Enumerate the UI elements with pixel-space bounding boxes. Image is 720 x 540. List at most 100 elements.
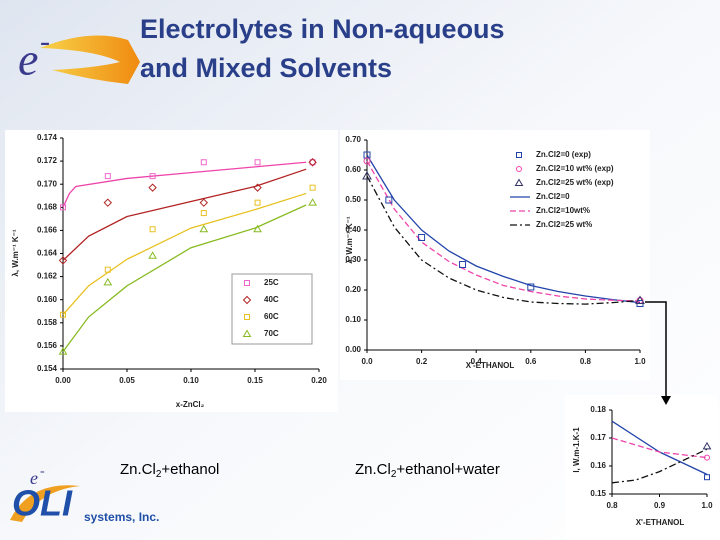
x-tick-label: 0.20: [311, 376, 327, 385]
y-tick-label: 0.166: [37, 226, 58, 235]
caption-part: Zn.Cl: [355, 461, 391, 478]
marker: [308, 158, 317, 167]
x-tick-label: 0.4: [471, 357, 483, 366]
legend-marker: [516, 152, 522, 158]
marker: [527, 283, 535, 291]
y-tick-label: 0.30: [345, 255, 361, 264]
x-axis-label: x-ZnCl₂: [176, 400, 205, 409]
legend-label: 25C: [264, 278, 279, 287]
x-tick-label: 0.00: [55, 376, 71, 385]
y-tick-label: 0.10: [345, 315, 361, 324]
marker: [58, 256, 68, 265]
legend-marker: [242, 329, 252, 337]
marker: [200, 210, 207, 217]
y-tick-label: 0.60: [345, 165, 361, 174]
y-tick-label: 0.174: [37, 133, 58, 142]
marker: [58, 347, 68, 355]
legend-label: Zn.Cl2=0: [536, 192, 570, 201]
marker: [149, 173, 156, 180]
x-tick-label: 0.0: [361, 357, 373, 366]
top-logo: e -: [18, 25, 140, 85]
marker: [60, 311, 66, 318]
x-tick-label: 0.6: [525, 357, 537, 366]
caption-sub: 2: [156, 469, 162, 480]
legend-marker: [516, 166, 522, 172]
model-curve: [611, 448, 708, 484]
logo-swoosh: [10, 485, 80, 522]
logo-mark: e: [18, 34, 38, 85]
x-axis-label: X'-ETHANOL: [466, 361, 515, 370]
legend-marker: [244, 280, 250, 286]
marker: [704, 454, 710, 461]
legend-label: Zn.Cl2=10 wt% (exp): [536, 164, 614, 173]
y-tick-label: 0.172: [37, 156, 58, 165]
y-axis-label: λ, W.m⁻¹ K⁻¹: [345, 216, 354, 263]
y-tick-label: 0.50: [345, 195, 361, 204]
marker: [149, 226, 156, 233]
marker: [103, 198, 113, 207]
marker: [418, 234, 426, 241]
x-tick-label: 0.9: [654, 501, 666, 510]
caption-part: Zn.Cl: [120, 461, 156, 478]
caption-sub: 2: [391, 469, 397, 480]
legend-label: Zn.Cl2=25 wt% (exp): [536, 178, 614, 187]
model-curve: [62, 204, 307, 353]
marker: [200, 159, 207, 166]
y-tick-label: 0.164: [37, 249, 58, 258]
y-tick-label: 0.16: [590, 461, 606, 470]
model-curve: [62, 192, 307, 316]
model-curve: [366, 160, 641, 302]
y-tick-label: 0.17: [590, 433, 606, 442]
marker: [199, 224, 209, 233]
marker: [363, 157, 371, 165]
marker: [148, 251, 157, 259]
y-tick-label: 0.158: [37, 318, 58, 327]
legend-label: Zn.Cl2=25 wt%: [536, 220, 592, 229]
logo-name: OLI: [12, 483, 73, 524]
bottom-logo: e - OLI systems, Inc.: [10, 464, 159, 524]
chart-panel: [340, 130, 650, 380]
y-tick-label: 0.40: [345, 225, 361, 234]
marker: [704, 474, 710, 481]
legend-marker: [244, 314, 250, 320]
logo-sup: -: [40, 464, 45, 479]
logo-tagline: systems, Inc.: [84, 510, 159, 524]
legend-label: 70C: [264, 329, 279, 338]
marker: [104, 173, 111, 180]
x-tick-label: 0.8: [580, 357, 592, 366]
y-tick-label: 0.162: [37, 272, 58, 281]
y-tick-label: 0.18: [590, 405, 606, 414]
caption: Zn.Cl2+ethanol+water: [355, 461, 500, 480]
marker: [199, 198, 209, 207]
legend-marker: [242, 295, 252, 305]
legend-label: Zn.Cl2=10wt%: [536, 206, 590, 215]
marker: [308, 198, 317, 206]
marker: [254, 159, 261, 166]
arrow: [645, 301, 667, 398]
model-curve: [366, 154, 641, 304]
y-tick-label: 0.168: [37, 202, 58, 211]
marker: [104, 266, 111, 273]
x-tick-label: 1.0: [634, 357, 646, 366]
arrow-head: [661, 396, 671, 405]
model-curve: [62, 168, 307, 261]
marker: [148, 183, 157, 192]
marker: [309, 184, 316, 191]
y-tick-label: 0.20: [345, 285, 361, 294]
model-curve: [62, 161, 307, 208]
x-tick-label: 0.10: [183, 376, 199, 385]
legend-label: 40C: [264, 295, 279, 304]
logo-sup: -: [40, 25, 50, 58]
x-tick-label: 0.2: [416, 357, 428, 366]
marker: [253, 183, 262, 192]
y-tick-label: 0.00: [345, 345, 361, 354]
marker: [253, 224, 262, 233]
marker: [362, 170, 372, 180]
caption-part: +ethanol: [161, 461, 219, 478]
marker: [309, 159, 316, 166]
legend-label: 60C: [264, 312, 279, 321]
logo-mark: e: [30, 468, 38, 488]
title-line: and Mixed Solvents: [140, 53, 392, 83]
y-tick-label: 0.156: [37, 341, 58, 350]
